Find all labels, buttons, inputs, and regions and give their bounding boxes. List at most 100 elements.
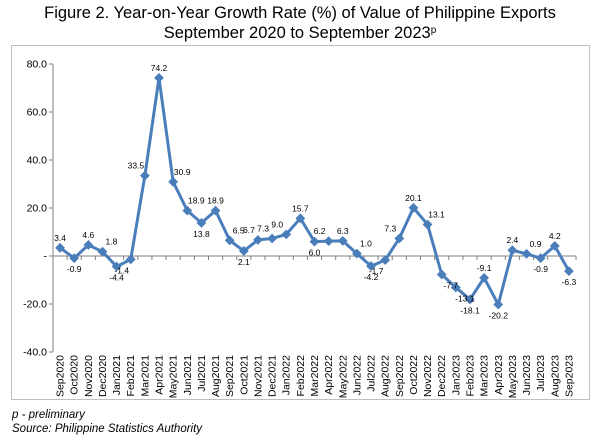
x-tick-label: Oct2021 [238, 355, 250, 395]
x-tick-label: Nov2021 [252, 355, 264, 397]
data-label: -0.9 [67, 264, 82, 274]
data-label: 13.8 [193, 229, 210, 239]
data-point-marker [238, 246, 249, 256]
chart-title: Figure 2. Year-on-Year Growth Rate (%) o… [0, 4, 600, 42]
data-point-marker [267, 233, 278, 244]
x-tick-label: Dec2020 [97, 355, 109, 397]
data-label: 6.5 [233, 225, 245, 235]
x-tick-label: Dec2022 [436, 355, 448, 397]
data-point-marker [253, 235, 263, 245]
y-tick-label: -20.0 [23, 299, 47, 311]
data-point-marker [507, 245, 518, 256]
data-point-marker [323, 236, 334, 247]
data-label: -18.1 [460, 305, 480, 315]
chart-frame [11, 45, 590, 400]
data-point-marker [493, 299, 504, 310]
x-tick-label: Sep2022 [394, 355, 406, 397]
data-label: 7.3 [384, 223, 396, 233]
data-label: 2.4 [506, 235, 518, 245]
data-label: 9.0 [271, 219, 283, 229]
series-line [59, 76, 571, 306]
data-point-marker [97, 246, 108, 257]
x-tick-label: Feb2023 [464, 355, 476, 397]
data-point-marker [196, 217, 207, 228]
data-label: 18.9 [188, 196, 205, 206]
x-tick-label: Dec2021 [267, 355, 279, 397]
x-tick-label: Feb2022 [295, 355, 307, 397]
data-label: -4.4 [109, 273, 124, 283]
data-label: 18.9 [207, 196, 224, 206]
data-label: 6.7 [243, 225, 255, 235]
chart-axes [52, 64, 576, 352]
y-axis-ticks: -40.0-20.0-20.040.060.080.0 [23, 59, 53, 359]
data-point-marker [366, 261, 376, 271]
x-tick-label: Sep2021 [224, 355, 236, 397]
x-tick-label: Apr2023 [493, 355, 505, 395]
data-point-marker [408, 202, 419, 213]
data-label: -4.2 [364, 272, 379, 282]
data-point-marker [295, 213, 306, 224]
data-label: 13.1 [428, 210, 445, 220]
x-tick-label: Jun2023 [521, 355, 533, 395]
x-tick-label: Nov2022 [422, 355, 434, 397]
data-label: -1.4 [114, 265, 129, 275]
x-axis-ticks: Sep2020 Oct2020 Nov2020 Dec2020 Jan2021 Feb20… [52, 256, 577, 398]
y-tick-label: 60.0 [27, 107, 48, 119]
x-tick-label: Sep2020 [55, 355, 67, 397]
data-point-marker [394, 233, 405, 244]
data-label: 33.5 [128, 161, 145, 171]
data-point-marker [168, 176, 179, 187]
x-tick-label: Jul2022 [366, 355, 378, 392]
x-tick-label: Apr2022 [323, 355, 335, 395]
data-label: 15.7 [292, 203, 309, 213]
data-point-marker [450, 282, 461, 293]
data-point-marker [521, 248, 532, 259]
x-tick-label: Nov2020 [83, 355, 95, 397]
data-point-marker [139, 170, 150, 181]
y-tick-label: - [44, 251, 48, 263]
data-point-marker [436, 269, 447, 280]
chart-title-period: September 2020 to September 2023 [163, 24, 431, 42]
data-point-marker [549, 241, 560, 251]
x-tick-label: Jun2021 [182, 355, 194, 395]
x-tick-label: Mar2021 [139, 355, 151, 397]
x-tick-label: Aug2021 [210, 355, 222, 397]
y-tick-label: -40.0 [23, 347, 47, 359]
x-tick-label: Jan2022 [281, 355, 293, 395]
data-label: 1.0 [360, 239, 372, 249]
data-point-marker [55, 242, 65, 253]
x-tick-label: Mar2022 [309, 355, 321, 397]
x-tick-label: Jan2021 [111, 355, 123, 395]
data-point-marker [125, 254, 136, 265]
data-label: 6.0 [309, 248, 321, 258]
data-label: 7.3 [257, 223, 269, 233]
data-label: 1.8 [106, 237, 118, 247]
x-tick-label: Apr2021 [154, 355, 166, 395]
data-label: 2.1 [238, 257, 250, 267]
data-label: 74.2 [151, 63, 168, 73]
x-tick-label: May2023 [507, 355, 519, 398]
data-label: 4.6 [82, 230, 94, 240]
data-label: 4.2 [549, 231, 561, 241]
data-label: 3.4 [54, 233, 66, 243]
data-point-marker [111, 261, 122, 272]
data-point-marker [83, 240, 94, 250]
data-label: 6.2 [314, 226, 326, 236]
data-labels: 3.4 -0.9 4.6 1.8 -4.4-1.4 33.5 74.2 30.9 18.9 13.… [54, 63, 576, 321]
x-tick-label: Jul2021 [196, 355, 208, 392]
y-tick-label: 80.0 [27, 59, 48, 71]
data-label: -13.1 [455, 293, 475, 303]
data-point-marker [69, 253, 80, 264]
data-point-marker [535, 253, 546, 264]
x-tick-label: May2021 [168, 355, 180, 398]
x-tick-label: Sep2023 [563, 355, 575, 397]
data-label: -9.1 [477, 263, 492, 273]
data-point-marker [564, 266, 574, 277]
data-label: -7.7 [443, 280, 458, 290]
data-label: 6.3 [337, 226, 349, 236]
y-tick-label: 20.0 [27, 203, 48, 215]
x-tick-label: Mar2023 [479, 355, 491, 397]
x-tick-label: Aug2022 [380, 355, 392, 397]
data-label: 0.9 [530, 239, 542, 249]
